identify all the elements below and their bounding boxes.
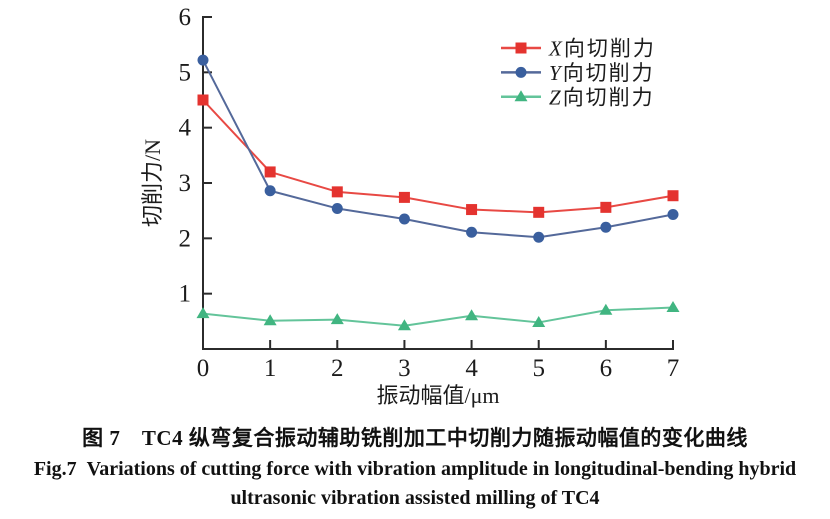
figure-caption-english-line2: ultrasonic vibration assisted milling of… (230, 487, 600, 509)
y-tick-label: 5 (179, 59, 192, 86)
y-tick-label: 2 (179, 225, 192, 252)
series-1 (197, 54, 679, 243)
x-tick-label: 1 (264, 355, 277, 382)
x-tick-label: 2 (331, 355, 344, 382)
x-tick-label: 5 (532, 355, 545, 382)
y-tick-label: 6 (179, 4, 192, 31)
cutting-force-chart: 1 2 3 4 5 6 0 1 2 3 4 5 6 7 振动幅值/μm 切削力/N X向切削力Y向切削力Z向切削… (140, 4, 680, 408)
legend-label-2: Z向切削力 (549, 85, 655, 109)
x-tick-label: 3 (398, 355, 411, 382)
legend-entry-1: Y向切削力 (501, 61, 655, 85)
legend-entry-0: X向切削力 (501, 37, 656, 61)
x-tick-label: 4 (465, 355, 478, 382)
series-2 (196, 301, 680, 331)
legend-label-1: Y向切削力 (549, 61, 655, 85)
y-tick-label: 4 (179, 115, 192, 142)
legend-label-0: X向切削力 (548, 37, 656, 61)
y-tick-label: 3 (179, 170, 192, 197)
series-0 (197, 94, 679, 218)
x-tick-label: 0 (197, 355, 210, 382)
tick-labels: 1 2 3 4 5 6 0 1 2 3 4 5 6 7 (179, 4, 680, 382)
x-tick-label: 7 (667, 355, 680, 382)
x-axis-label: 振动幅值/μm (376, 383, 499, 408)
y-axis-label: 切削力/N (140, 139, 165, 227)
figure-caption-chinese: 图 7 TC4 纵弯复合振动辅助铣削加工中切削力随振动幅值的变化曲线 (82, 426, 748, 450)
x-tick-label: 6 (600, 355, 613, 382)
y-tick-label: 1 (179, 281, 192, 308)
axes (202, 16, 674, 350)
figure-caption-english-line1: Fig.7 Variations of cutting force with v… (33, 458, 797, 480)
legend-entry-2: Z向切削力 (501, 85, 655, 109)
